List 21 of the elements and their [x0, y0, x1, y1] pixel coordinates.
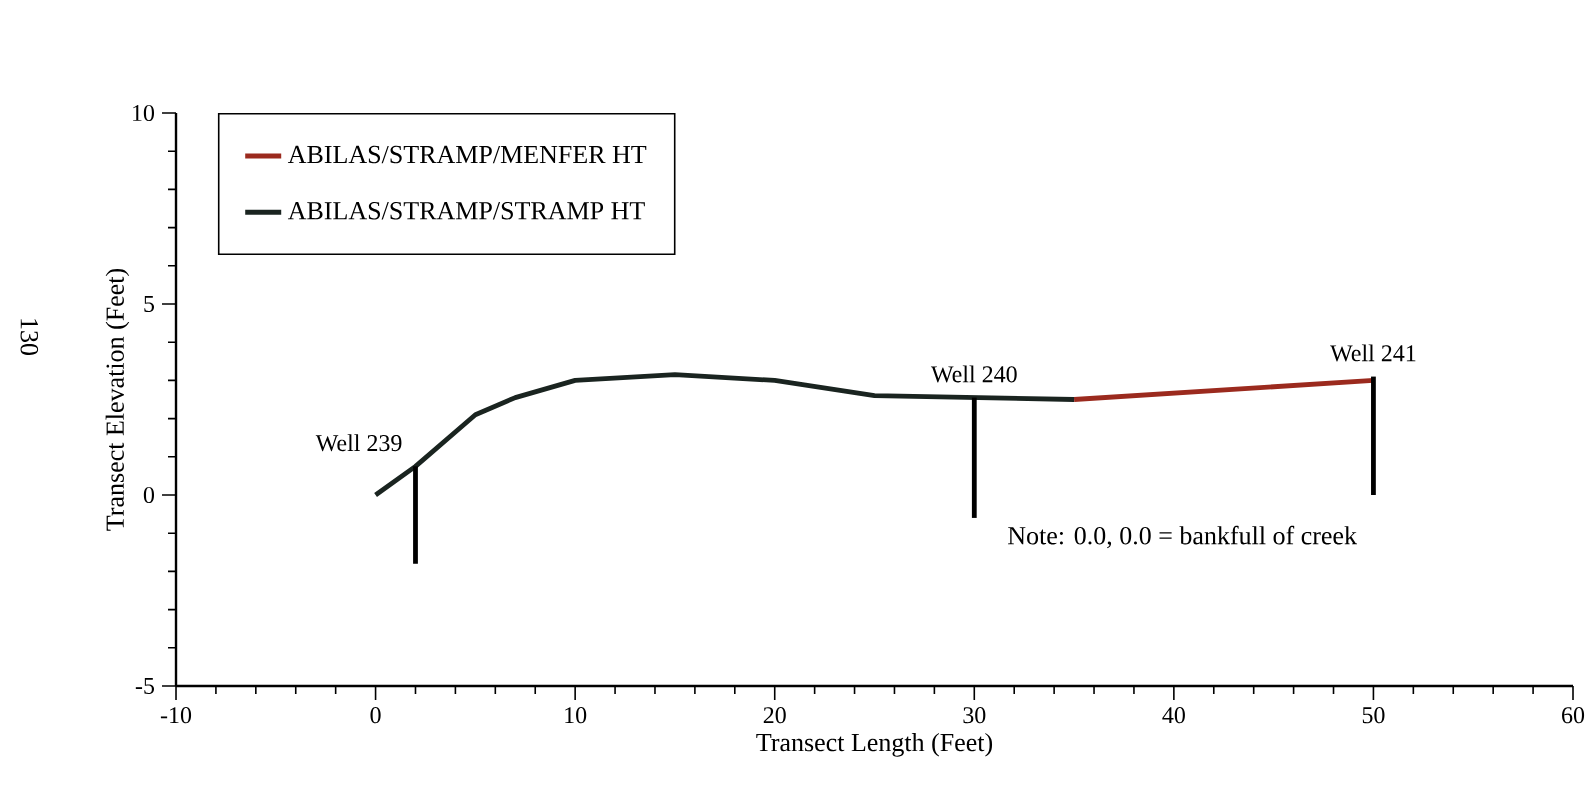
- y-axis-title: Transect Elevation (Feet): [105, 268, 130, 531]
- legend-label: ABILAS/STRAMP/MENFER HT: [287, 145, 647, 164]
- x-tick-label: 60: [1562, 707, 1585, 724]
- x-axis-title: Transect Length (Feet): [756, 733, 993, 757]
- x-tick-label: 20: [763, 707, 786, 724]
- text: 130: [20, 319, 39, 355]
- y-tick-label: 0: [143, 486, 155, 504]
- y-tick-label: -5: [135, 678, 155, 694]
- x-tick-label: 0: [370, 707, 381, 724]
- x-tick-label: -10: [160, 707, 192, 724]
- y-tick-label: 5: [144, 296, 155, 312]
- series-label: Well 241: [1330, 344, 1416, 362]
- x-tick-label: 10: [565, 707, 587, 724]
- x-tick-label: 50: [1362, 707, 1385, 724]
- y-tick-label: 10: [133, 104, 155, 122]
- annotation: Note: 0.0, 0.0 = bankfull of creek: [1008, 525, 1358, 549]
- series-label: Well 239: [315, 434, 402, 452]
- x-tick-label: 40: [1162, 707, 1185, 724]
- legend-label: ABILAS/STRAMP/STRAMP HT: [287, 202, 645, 220]
- series-label: Well 240: [930, 365, 1017, 383]
- x-tick-label: 30: [963, 707, 986, 724]
